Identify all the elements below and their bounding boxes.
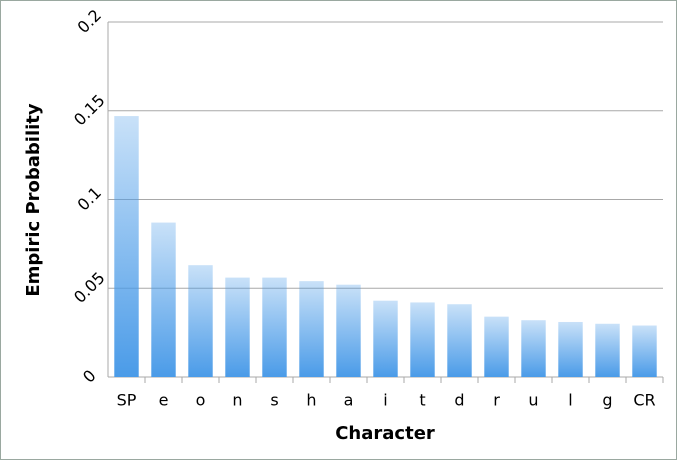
bar <box>151 222 176 377</box>
x-tick-label: o <box>196 391 206 410</box>
bar <box>299 281 324 377</box>
x-tick-label: i <box>383 391 387 410</box>
x-tick-label: n <box>232 391 242 410</box>
x-axis-title: Character <box>335 423 435 444</box>
x-tick-label: s <box>270 391 278 410</box>
bar <box>447 304 472 377</box>
x-tick-label: u <box>528 391 538 410</box>
x-tick-label: g <box>602 391 612 410</box>
bar <box>336 284 361 377</box>
bar <box>595 323 620 377</box>
bar <box>262 277 287 377</box>
bar <box>114 116 139 377</box>
x-tick-label: d <box>454 391 464 410</box>
bar <box>410 302 435 377</box>
bar <box>373 300 398 377</box>
bar <box>225 277 250 377</box>
bar <box>521 320 546 377</box>
x-tick-label: e <box>159 391 169 410</box>
bar <box>484 316 509 377</box>
bar <box>558 321 583 377</box>
x-tick-label: a <box>344 391 354 410</box>
x-tick-label: t <box>419 391 425 410</box>
x-tick-label: l <box>568 391 572 410</box>
bar <box>632 325 657 377</box>
y-axis-title: Empiric Probability <box>23 103 44 297</box>
x-tick-label: h <box>306 391 316 410</box>
x-tick-label: CR <box>633 391 655 410</box>
x-tick-label: r <box>493 391 500 410</box>
bar <box>188 265 213 377</box>
x-tick-label: SP <box>117 391 137 410</box>
